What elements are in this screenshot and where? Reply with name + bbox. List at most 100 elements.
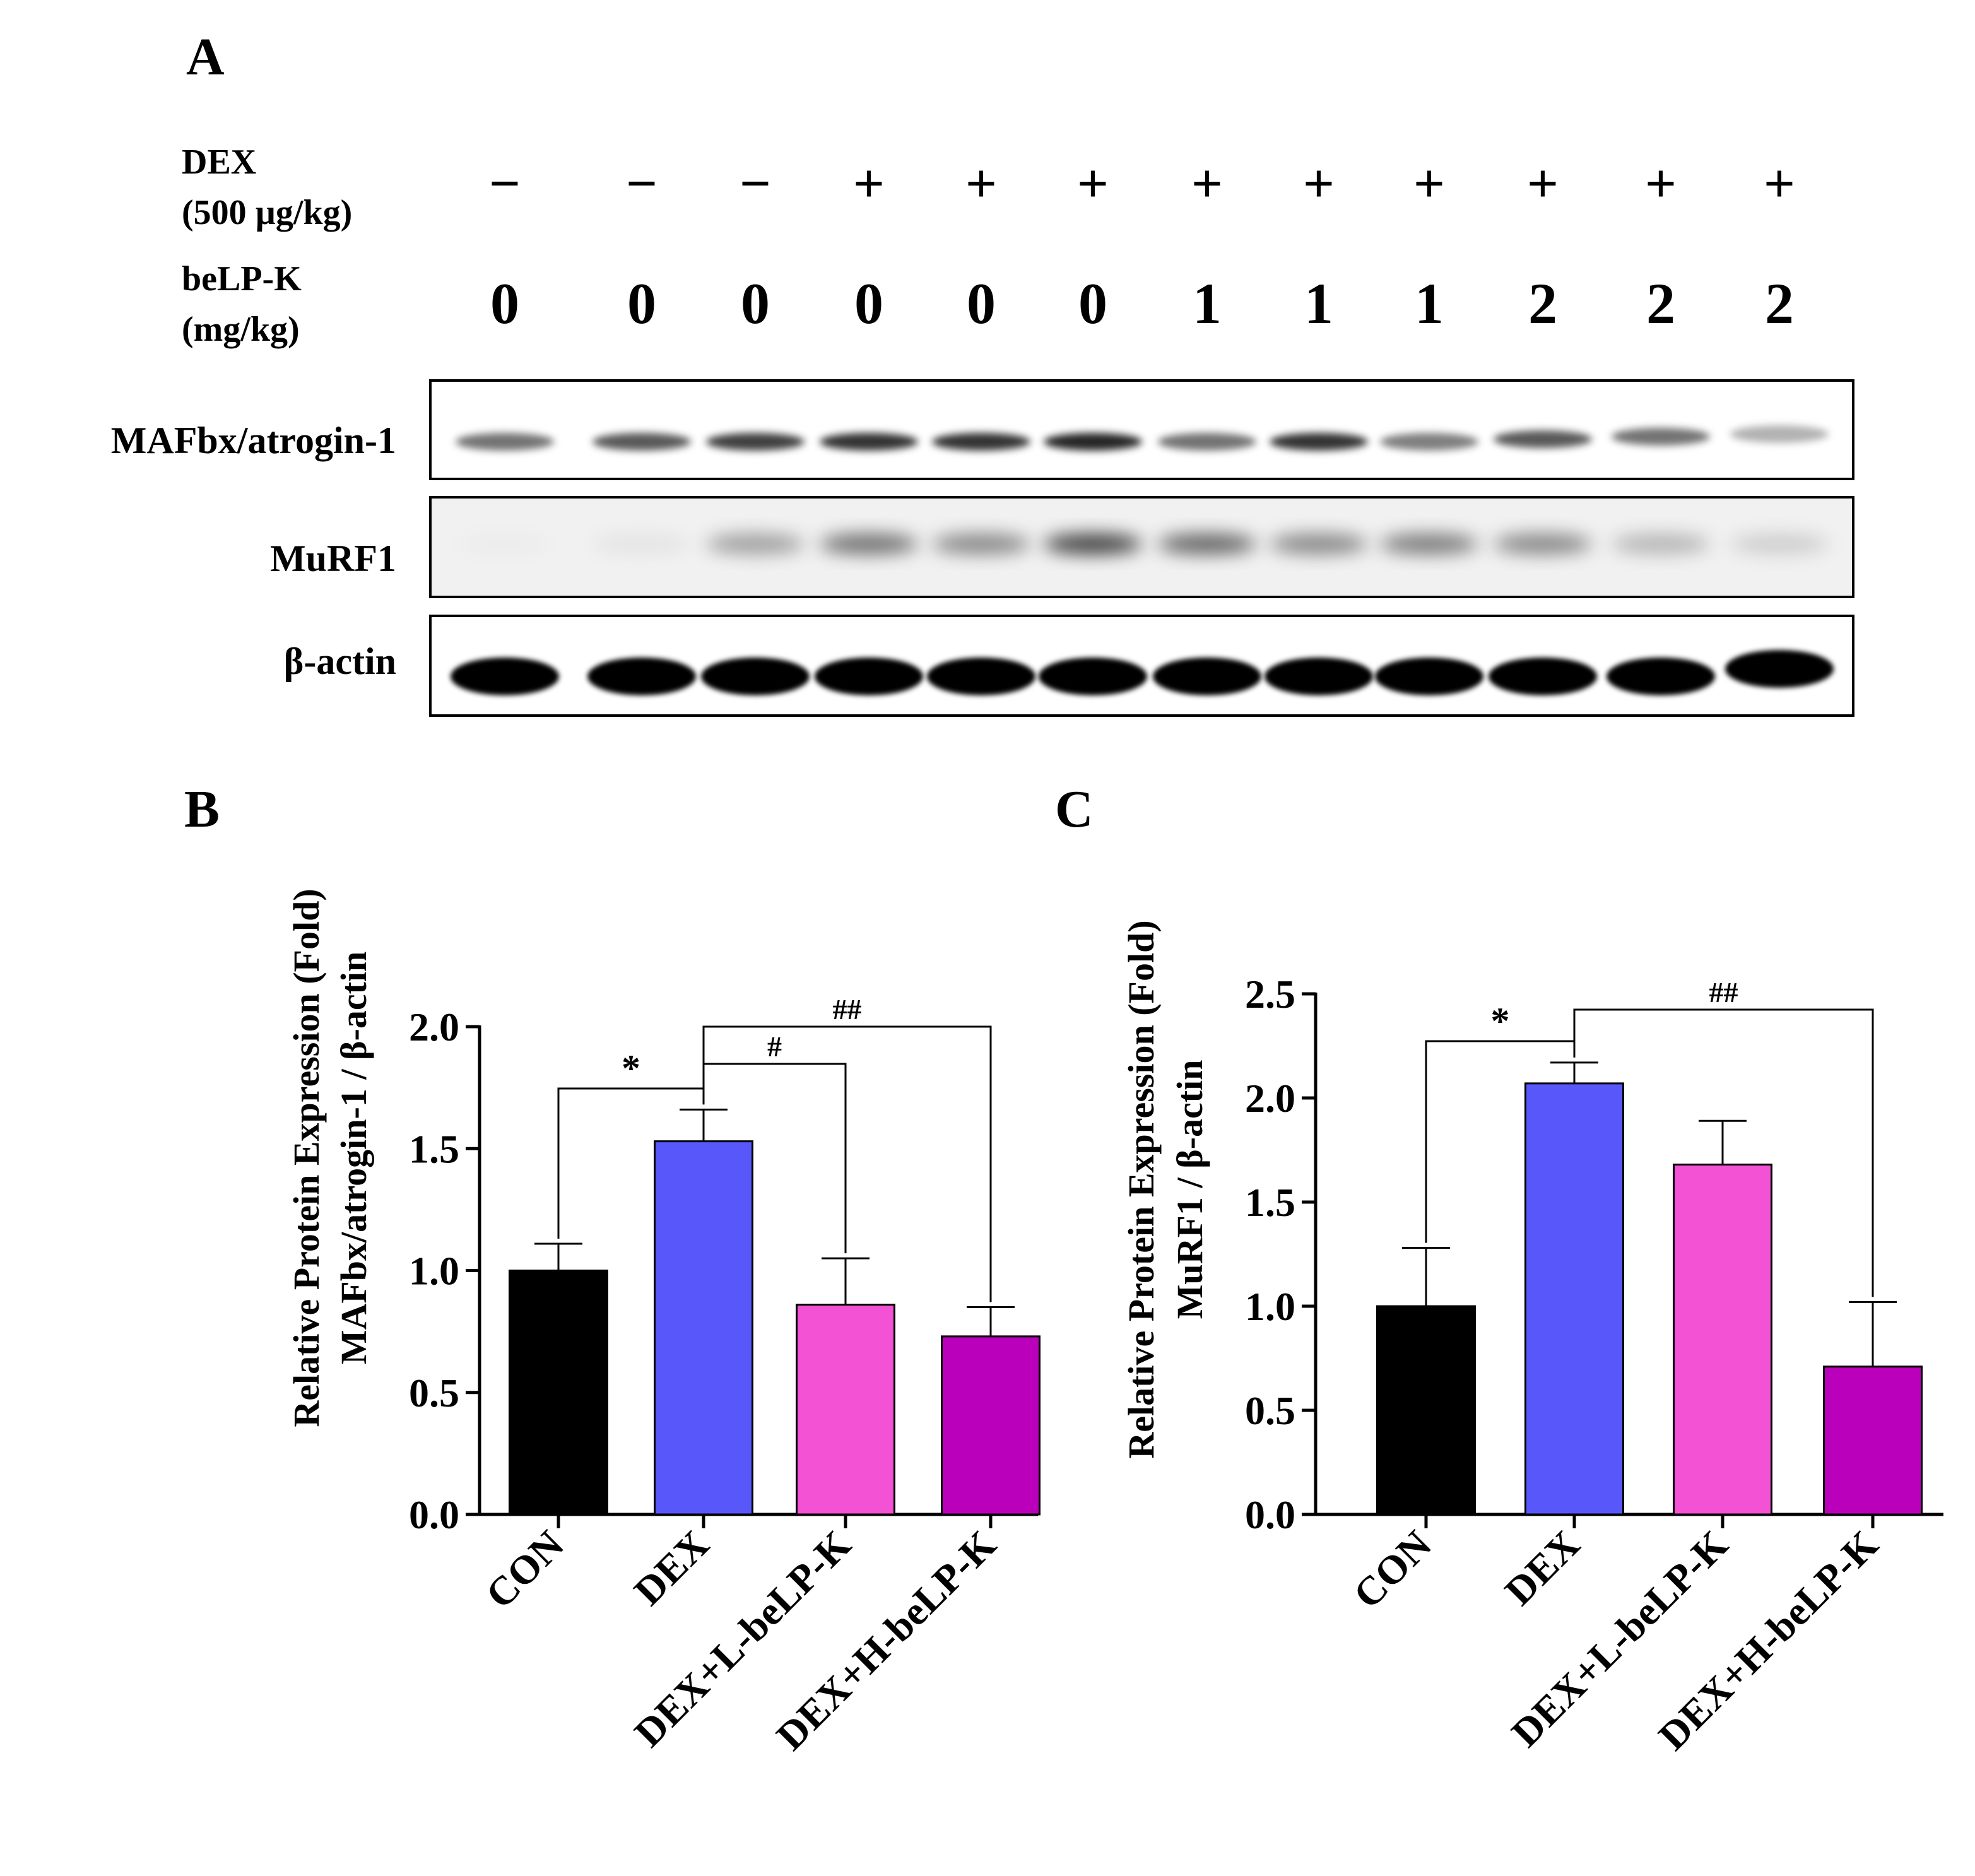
blot-box-mafbx [429, 379, 1854, 480]
chart-b-ylabel-line-2: MAFbx/atrogin-1 / β-actin [333, 952, 374, 1365]
dex-value: − [489, 153, 521, 215]
y-tick-label: 0.0 [409, 1492, 459, 1537]
blot-band [1494, 430, 1592, 448]
dex-value: − [740, 153, 771, 215]
bar-con [509, 1270, 608, 1516]
belpk-value: 0 [854, 271, 883, 336]
bar-dex-h-belp-k [941, 1335, 1041, 1516]
blot-band [1725, 650, 1834, 688]
blot-label-mafbx: MAFbx/atrogin-1 [111, 420, 396, 461]
dex-value: + [1413, 153, 1445, 215]
chart-c-ylabel-line-2: MuRF1 / β-actin [1169, 1060, 1210, 1319]
belpk-value: 0 [741, 271, 770, 336]
y-tick-label: 1.5 [409, 1126, 459, 1171]
bar-dex-l-belp-k [796, 1304, 895, 1516]
y-tick-label: 0.5 [1245, 1388, 1295, 1433]
significance-label: * [1491, 1000, 1510, 1042]
blot-band [592, 433, 691, 451]
blot-band [1730, 425, 1829, 443]
blot-band [456, 433, 554, 451]
dex-value: + [853, 153, 885, 215]
blot-band [927, 658, 1035, 695]
panel-b-label: B [184, 780, 220, 839]
blot-band [451, 658, 559, 695]
bar-con [1376, 1305, 1476, 1516]
chart-c: Relative Protein Expression (Fold) MuRF1… [1121, 920, 1943, 1759]
blot-band [820, 534, 918, 554]
blot-band [1607, 658, 1715, 695]
significance-label: # [767, 1030, 782, 1063]
bar-dex [1524, 1082, 1624, 1516]
belpk-label-line-1: beLP-K [182, 259, 302, 298]
bands-murf1 [456, 534, 1829, 554]
blot-band-actin: β-actin [284, 615, 1854, 717]
belpk-value: 0 [627, 271, 656, 336]
blot-band [1044, 433, 1142, 451]
blot-band [706, 433, 805, 451]
significance-bracket [702, 1025, 992, 1302]
blot-band [1494, 534, 1592, 554]
y-tick-label: 1.0 [1245, 1284, 1295, 1329]
belpk-value: 0 [1078, 271, 1107, 336]
blot-band [932, 534, 1030, 554]
significance-bracket [1573, 1008, 1874, 1297]
blot-band-murf1: MuRF1 [270, 496, 1854, 598]
dex-label-line-2: (500 µg/kg) [182, 193, 352, 232]
y-tick-label: 0.5 [409, 1371, 459, 1415]
y-tick-label: 2.5 [1245, 972, 1295, 1017]
blot-band [1265, 658, 1373, 695]
dex-value: + [1077, 153, 1109, 215]
x-category-label: CON [477, 1522, 572, 1617]
panel-c-label: C [1055, 780, 1094, 839]
dex-value: + [1764, 153, 1795, 215]
belpk-value: 2 [1646, 271, 1675, 336]
dex-values: − − − + + + + + + + + + [489, 153, 1795, 215]
belpk-value: 1 [1304, 271, 1333, 336]
dex-value: + [1191, 153, 1223, 215]
belpk-value: 1 [1193, 271, 1222, 336]
blot-label-murf1: MuRF1 [270, 538, 396, 579]
blot-band [815, 658, 923, 695]
y-tick-label: 2.0 [409, 1005, 459, 1049]
blot-band [1039, 658, 1147, 695]
blot-band [1270, 433, 1368, 451]
bands-mafbx [456, 425, 1829, 451]
y-tick-label: 2.0 [1245, 1076, 1295, 1121]
blot-band [1375, 658, 1483, 695]
belpk-values: 0 0 0 0 0 0 1 1 1 2 2 2 [490, 271, 1794, 336]
blot-band [587, 658, 696, 695]
chart-b: Relative Protein Expression (Fold) MAFbx… [286, 888, 1041, 1759]
blot-band [1270, 534, 1368, 554]
blot-band [1044, 534, 1142, 554]
blot-band [592, 534, 691, 554]
bands-actin [451, 650, 1834, 695]
significance-label: ## [833, 993, 862, 1025]
belpk-value: 2 [1765, 271, 1794, 336]
blot-band [1380, 433, 1478, 451]
bar-dex-l-belp-k [1673, 1164, 1772, 1516]
x-category-label: DEX [625, 1522, 717, 1614]
blot-band [1158, 534, 1256, 554]
blot-band [1612, 534, 1710, 554]
treatment-row-dex: DEX (500 µg/kg) − − − + + + + + + + + + [182, 143, 1795, 232]
blot-band [706, 534, 805, 554]
significance-label: * [622, 1047, 640, 1089]
treatment-row-belpk: beLP-K (mg/kg) 0 0 0 0 0 0 1 1 1 2 2 2 [182, 259, 1794, 349]
blot-band [932, 433, 1030, 451]
panel-a-label: A [186, 28, 225, 86]
significance-label: ## [1709, 976, 1738, 1008]
belpk-value: 1 [1415, 271, 1444, 336]
blot-band [701, 658, 810, 695]
chart-b-ylabel-line-1: Relative Protein Expression (Fold) [286, 888, 327, 1427]
y-tick-label: 1.0 [409, 1249, 459, 1294]
dex-value: + [1527, 153, 1559, 215]
blot-band [456, 534, 554, 554]
y-tick-label: 1.5 [1245, 1180, 1295, 1225]
blot-label-actin: β-actin [284, 640, 396, 682]
dex-value: − [626, 153, 657, 215]
blot-band [1153, 658, 1261, 695]
dex-label-line-1: DEX [182, 143, 256, 182]
y-tick-label: 0.0 [1245, 1492, 1295, 1537]
x-category-label: DEX [1496, 1522, 1588, 1614]
